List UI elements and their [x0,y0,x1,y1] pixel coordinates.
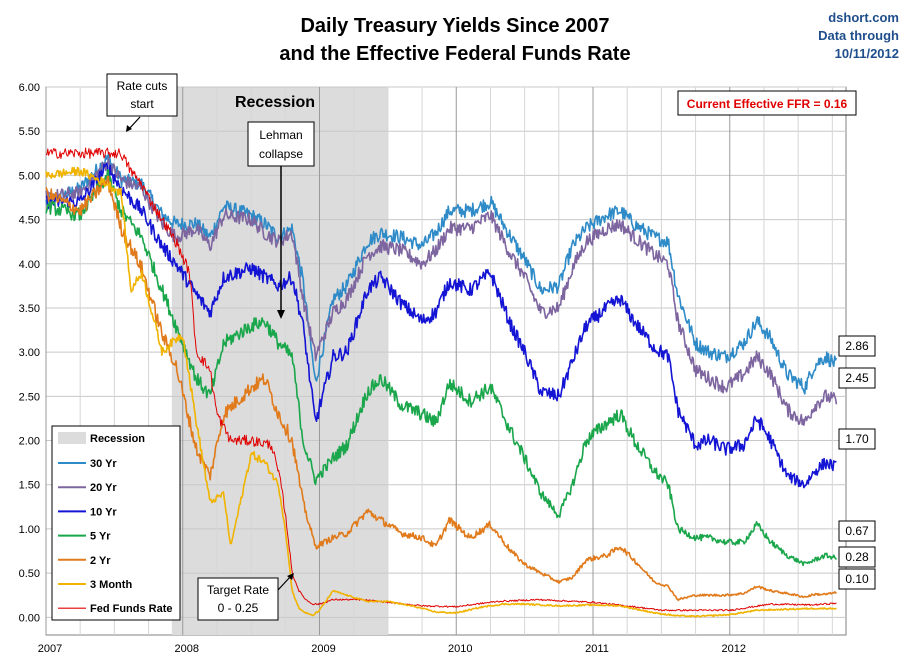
series-line-10-yr [45,162,837,489]
x-tick-label: 2008 [175,643,199,655]
legend-recession-swatch [58,432,86,444]
y-tick-label: 2.50 [19,391,40,403]
ffr-label: Current Effective FFR = 0.16 [687,97,848,111]
series-line-fed-funds-rate [45,147,837,612]
y-tick-label: 0.50 [19,568,40,580]
legend-item-label: 30 Yr [90,458,117,470]
y-tick-label: 5.50 [19,126,40,138]
lehman-arrowhead [277,310,285,319]
target-rate-arrowhead [287,573,294,580]
series-line-3-month [45,166,837,618]
rate-cuts-arrowhead [126,125,132,132]
end-label-box [838,428,876,450]
y-tick-label: 4.00 [19,259,40,271]
end-label-layer: 2.86 2.45 1.70 0.67 0.28 0.10 [838,335,876,590]
credit-date: 10/11/2012 [835,46,899,61]
y-tick-label: 6.00 [19,82,40,94]
lehman-line2: collapse [259,147,303,161]
target-rate-line1: Target Rate [207,583,269,597]
series-line-20-yr [45,157,838,426]
legend-item-label: Fed Funds Rate [90,603,173,615]
credit-line2: Data through [818,28,899,43]
y-tick-label: 0.00 [19,612,40,624]
series-layer [45,147,838,618]
recession-band [171,87,388,635]
legend-recession-label: Recession [90,433,145,445]
legend-item-label: 3 Month [90,579,132,591]
chart-title-line1: Daily Treasury Yields Since 2007 [300,15,609,37]
end-label-box [838,335,876,357]
y-tick-label: 1.50 [19,480,40,492]
chart-title-line2: and the Effective Federal Funds Rate [279,43,630,65]
end-label-box [838,520,876,542]
rate-cuts-box [106,73,178,117]
x-tick-label: 2010 [448,643,472,655]
legend-item-label: 10 Yr [90,506,117,518]
legend-item-label: 5 Yr [90,531,111,543]
grid-layer [45,86,846,635]
end-label: 0.28 [845,550,869,564]
target-rate-line2: 0 - 0.25 [218,601,259,615]
legend-items: 30 Yr 20 Yr 10 Yr 5 Yr 2 Yr 3 Month Fed Funds … [58,458,173,615]
legend-box [51,425,181,621]
x-tick-label: 2009 [311,643,335,655]
series-line-2-yr [45,175,837,602]
end-label: 2.45 [845,371,869,385]
legend: Recession 30 Yr 20 Yr 10 Yr 5 Yr 2 Yr 3 Month… [51,425,181,621]
end-label-box [838,546,876,568]
target-rate-arrow [277,575,292,591]
end-label-box [838,568,876,590]
recession-annotation: Recession [235,94,315,111]
y-tick-label: 5.00 [19,170,40,182]
legend-item-label: 20 Yr [90,482,117,494]
end-label: 2.86 [845,339,869,353]
end-label-box [838,367,876,389]
rate-cuts-line2: start [130,97,154,111]
y-tick-label: 2.00 [19,436,40,448]
credit-site: dshort.com [828,10,899,25]
lehman-line1: Lehman [259,128,302,142]
series-line-5-yr [45,169,838,567]
tick-layer: 0.00 0.50 1.00 1.50 2.00 2.50 3.00 3.50 4.00 4.50… [19,82,746,655]
y-tick-label: 4.50 [19,215,40,227]
x-tick-label: 2007 [38,643,62,655]
rate-cuts-line1: Rate cuts [117,79,168,93]
x-tick-label: 2012 [722,643,746,655]
x-tick-label: 2011 [585,643,609,655]
ffr-box [677,90,857,116]
y-tick-label: 1.00 [19,524,40,536]
end-label: 0.10 [845,572,869,586]
series-line-30-yr [45,153,838,395]
y-tick-label: 3.50 [19,303,40,315]
end-label: 0.67 [845,524,869,538]
legend-item-label: 2 Yr [90,555,111,567]
y-tick-label: 3.00 [19,347,40,359]
target-rate-box [197,577,279,621]
end-label: 1.70 [845,432,869,446]
